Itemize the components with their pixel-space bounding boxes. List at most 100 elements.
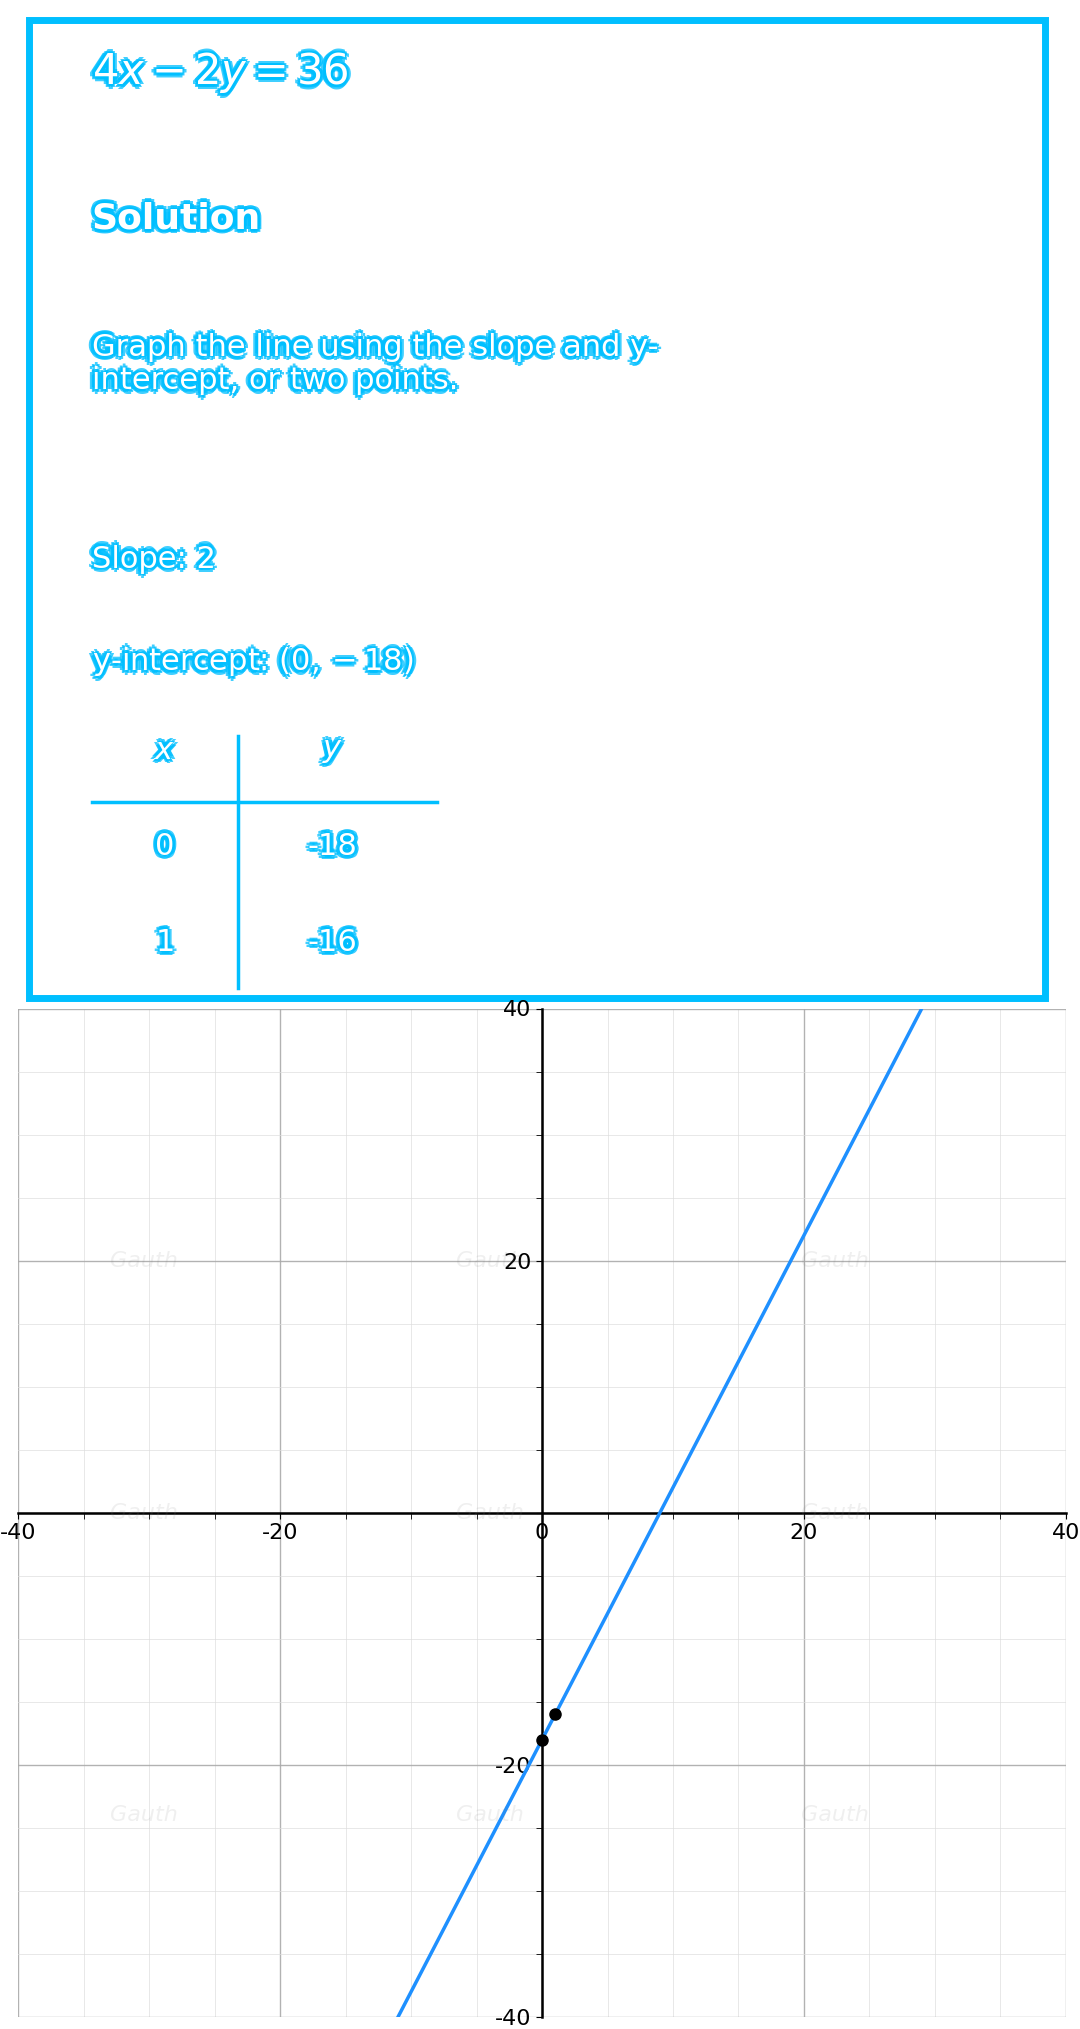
Text: Solution: Solution bbox=[92, 197, 261, 231]
Text: y-intercept: $(0,-18)$: y-intercept: $(0,-18)$ bbox=[91, 647, 411, 680]
Text: Solution: Solution bbox=[91, 203, 259, 237]
Text: y-intercept: $(0,-18)$: y-intercept: $(0,-18)$ bbox=[91, 643, 411, 678]
Text: -18: -18 bbox=[308, 836, 357, 864]
Text: -16: -16 bbox=[305, 931, 354, 960]
Text: $x$: $x$ bbox=[156, 739, 177, 767]
Text: -16: -16 bbox=[308, 927, 357, 958]
Text: Graph the line using the slope and y-
intercept, or two points.: Graph the line using the slope and y- in… bbox=[87, 333, 654, 396]
Text: Slope: 2: Slope: 2 bbox=[96, 544, 219, 574]
Text: 1: 1 bbox=[157, 929, 176, 958]
Text: Graph the line using the slope and y-
intercept, or two points.: Graph the line using the slope and y- in… bbox=[93, 335, 660, 398]
Text: 0: 0 bbox=[151, 832, 171, 860]
Text: $x$: $x$ bbox=[157, 732, 178, 763]
Text: Graph the line using the slope and y-
intercept, or two points.: Graph the line using the slope and y- in… bbox=[89, 331, 656, 394]
Text: -16: -16 bbox=[303, 927, 353, 958]
Text: 0: 0 bbox=[153, 834, 173, 862]
Text: Solution: Solution bbox=[92, 205, 261, 239]
Text: Solution: Solution bbox=[91, 201, 259, 233]
Text: -18: -18 bbox=[310, 830, 361, 858]
Text: $4x-2y=36$: $4x-2y=36$ bbox=[94, 47, 351, 93]
Text: Solution: Solution bbox=[87, 201, 257, 235]
Text: $x$: $x$ bbox=[159, 737, 179, 765]
Text: -18: -18 bbox=[312, 832, 362, 860]
Text: $4x-2y=36$: $4x-2y=36$ bbox=[89, 47, 346, 93]
Text: y-intercept: $(0,-18)$: y-intercept: $(0,-18)$ bbox=[94, 647, 416, 682]
Text: Slope: 2: Slope: 2 bbox=[92, 548, 215, 578]
Text: $y$: $y$ bbox=[325, 732, 346, 763]
Text: -16: -16 bbox=[307, 927, 356, 956]
Text: y-intercept: $(0,-18)$: y-intercept: $(0,-18)$ bbox=[92, 649, 413, 682]
Text: y-intercept: $(0,-18)$: y-intercept: $(0,-18)$ bbox=[92, 641, 413, 674]
Text: 0: 0 bbox=[158, 830, 177, 858]
Text: $y$: $y$ bbox=[323, 734, 345, 763]
Text: Slope: 2: Slope: 2 bbox=[92, 540, 215, 570]
Text: -18: -18 bbox=[310, 834, 361, 864]
Text: $y$: $y$ bbox=[320, 732, 340, 763]
Text: y-intercept: $(0,-18)$: y-intercept: $(0,-18)$ bbox=[93, 647, 415, 680]
Text: Gauth: Gauth bbox=[801, 1806, 869, 1826]
Text: -16: -16 bbox=[309, 929, 359, 958]
Text: Graph the line using the slope and y-
intercept, or two points.: Graph the line using the slope and y- in… bbox=[91, 331, 657, 394]
Text: $4x-2y=36$: $4x-2y=36$ bbox=[92, 47, 349, 91]
Text: Graph the line using the slope and y-
intercept, or two points.: Graph the line using the slope and y- in… bbox=[91, 335, 657, 398]
Text: $x$: $x$ bbox=[154, 732, 175, 761]
Text: Graph the line using the slope and y-
intercept, or two points.: Graph the line using the slope and y- in… bbox=[92, 329, 658, 392]
Text: 0: 0 bbox=[156, 828, 175, 856]
Text: Graph the line using the slope and y-
intercept, or two points.: Graph the line using the slope and y- in… bbox=[93, 331, 660, 394]
Text: Slope: 2: Slope: 2 bbox=[93, 546, 217, 574]
Text: y-intercept: $(0,-18)$: y-intercept: $(0,-18)$ bbox=[87, 645, 409, 678]
Text: $y$: $y$ bbox=[320, 739, 340, 769]
Text: $y$: $y$ bbox=[325, 739, 346, 769]
Text: 0: 0 bbox=[152, 830, 172, 858]
Text: 0: 0 bbox=[160, 832, 179, 860]
Text: $y$: $y$ bbox=[322, 732, 343, 761]
Text: Gauth: Gauth bbox=[801, 1503, 869, 1522]
Text: 1: 1 bbox=[157, 927, 176, 956]
Text: $x$: $x$ bbox=[150, 737, 172, 765]
Text: $x$: $x$ bbox=[153, 739, 174, 767]
Text: Slope: 2: Slope: 2 bbox=[94, 542, 218, 570]
Text: $y$: $y$ bbox=[321, 734, 341, 763]
Text: 1: 1 bbox=[156, 927, 175, 958]
Text: 0: 0 bbox=[157, 834, 176, 862]
Text: $x$: $x$ bbox=[154, 741, 175, 769]
Text: 1: 1 bbox=[152, 925, 172, 954]
Text: $4x-2y=36$: $4x-2y=36$ bbox=[96, 51, 352, 95]
Text: y-intercept: $(0,-18)$: y-intercept: $(0,-18)$ bbox=[96, 645, 417, 678]
Text: -18: -18 bbox=[309, 830, 359, 860]
Text: -18: -18 bbox=[309, 834, 359, 862]
Text: Gauth: Gauth bbox=[801, 1250, 869, 1270]
Text: Gauth: Gauth bbox=[110, 1806, 178, 1826]
Text: Slope: 2: Slope: 2 bbox=[94, 548, 218, 576]
Text: y-intercept: $(0,-18)$: y-intercept: $(0,-18)$ bbox=[93, 643, 415, 678]
Text: 1: 1 bbox=[156, 931, 175, 962]
Text: -18: -18 bbox=[308, 828, 357, 856]
Text: Slope: 2: Slope: 2 bbox=[87, 544, 212, 574]
Text: 0: 0 bbox=[152, 834, 172, 864]
Text: Gauth: Gauth bbox=[110, 1503, 178, 1522]
Text: $y$: $y$ bbox=[322, 741, 343, 769]
Text: -16: -16 bbox=[312, 927, 362, 958]
Text: Gauth: Gauth bbox=[456, 1806, 524, 1826]
Text: $y$: $y$ bbox=[323, 739, 345, 767]
Text: $x$: $x$ bbox=[153, 734, 174, 763]
Text: Graph the line using the slope and y-
intercept, or two points.: Graph the line using the slope and y- in… bbox=[96, 333, 662, 396]
Text: -18: -18 bbox=[305, 834, 354, 864]
Text: $x$: $x$ bbox=[154, 737, 175, 765]
Text: $4x-2y=36$: $4x-2y=36$ bbox=[92, 55, 349, 99]
Text: y-intercept: $(0,-18)$: y-intercept: $(0,-18)$ bbox=[89, 643, 410, 676]
Text: Gauth: Gauth bbox=[456, 1250, 524, 1270]
Text: y-intercept: $(0,-18)$: y-intercept: $(0,-18)$ bbox=[92, 645, 413, 678]
Text: 1: 1 bbox=[160, 927, 179, 958]
Text: Slope: 2: Slope: 2 bbox=[92, 544, 215, 574]
Text: Gauth: Gauth bbox=[110, 1250, 178, 1270]
Text: -16: -16 bbox=[310, 925, 360, 954]
Text: Slope: 2: Slope: 2 bbox=[91, 546, 214, 574]
Text: Graph the line using the slope and y-
intercept, or two points.: Graph the line using the slope and y- in… bbox=[92, 333, 658, 396]
Text: $4x-2y=36$: $4x-2y=36$ bbox=[89, 53, 346, 97]
Text: 1: 1 bbox=[156, 923, 175, 954]
Text: $4x-2y=36$: $4x-2y=36$ bbox=[91, 49, 347, 93]
Text: $4x-2y=36$: $4x-2y=36$ bbox=[93, 49, 350, 93]
Text: Slope: 2: Slope: 2 bbox=[91, 544, 214, 572]
Text: -16: -16 bbox=[309, 927, 359, 956]
